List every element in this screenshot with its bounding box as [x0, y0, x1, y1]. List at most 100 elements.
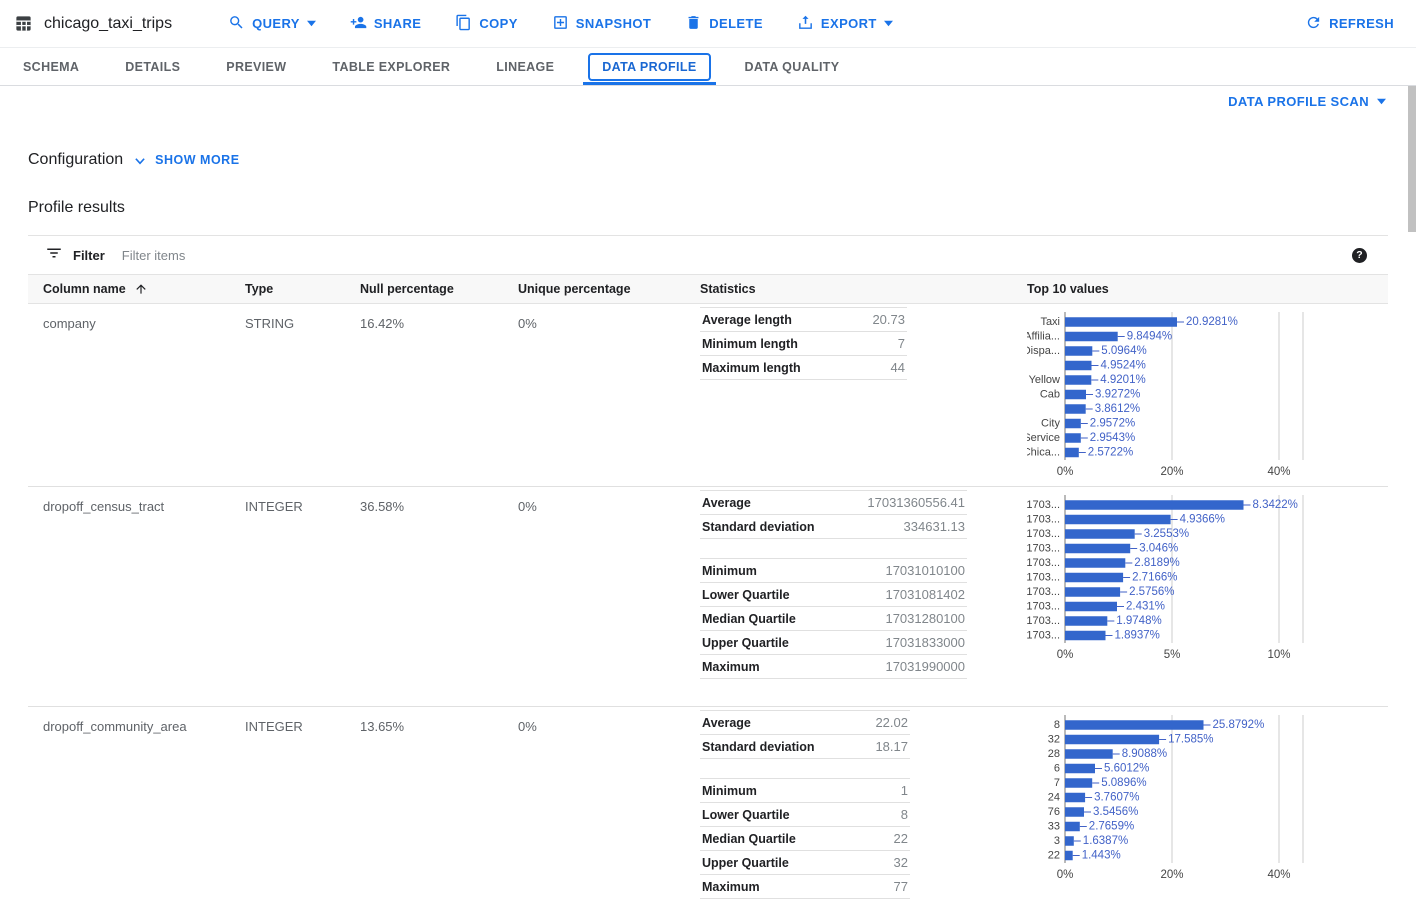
statistic-label: Median Quartile — [700, 826, 877, 851]
svg-text:2.8189%: 2.8189% — [1134, 557, 1179, 569]
statistic-value: 17031833000 — [842, 630, 967, 655]
data-profile-scan-button[interactable]: DATA PROFILE SCAN — [1228, 94, 1386, 109]
statistic-row: Median Quartile 17031280100 — [700, 606, 967, 631]
header-null-percentage: Null percentage — [360, 282, 454, 296]
refresh-button[interactable]: REFRESH — [1305, 14, 1394, 34]
statistic-row: Lower Quartile 17031081402 — [700, 582, 967, 607]
data-profile-panel: DATA PROFILE SCAN Configuration SHOW MOR… — [0, 86, 1416, 900]
svg-text:0%: 0% — [1057, 466, 1074, 478]
svg-text:5%: 5% — [1164, 649, 1181, 661]
tab-preview[interactable]: PREVIEW — [203, 48, 309, 85]
scrollbar-thumb[interactable] — [1408, 86, 1416, 232]
toolbar-button-label: QUERY — [252, 16, 300, 31]
statistics-table: Average length 20.73 Minimum length 7 Maximu… — [700, 307, 907, 380]
copy-icon — [455, 14, 472, 34]
cell-top-10-values: 25.8792% 8 17.585% 32 8.9088% 28 5.6012% 6 5.089… — [1027, 707, 1388, 900]
toolbar-button-label: EXPORT — [820, 16, 877, 31]
tab-lineage[interactable]: LINEAGE — [473, 48, 577, 85]
statistic-row: Minimum length 7 — [700, 331, 907, 356]
statistic-label: Standard deviation — [700, 514, 842, 539]
table-row-dropoff_community_area: dropoff_community_area INTEGER 13.65% 0% Ave… — [28, 707, 1388, 900]
svg-text:40%: 40% — [1267, 869, 1290, 881]
cell-null-percentage: 16.42% — [360, 316, 405, 331]
statistic-row: Maximum 17031990000 — [700, 654, 967, 679]
snapshot-button[interactable]: SNAPSHOT — [552, 14, 651, 34]
copy-button[interactable]: COPY — [455, 14, 517, 34]
tab-label: DETAILS — [125, 59, 181, 74]
table-header-row: Column name Type Null percentage Unique … — [28, 274, 1388, 304]
statistic-label: Lower Quartile — [700, 582, 843, 607]
cell-top-10-values: 20.9281% Taxi 9.8494% Affilia... 5.0964% Disp… — [1027, 304, 1388, 486]
sort-arrow-up-icon — [134, 282, 148, 296]
statistic-value: 77 — [876, 874, 910, 899]
query-button[interactable]: QUERY — [228, 14, 316, 34]
svg-text:32: 32 — [1048, 734, 1060, 746]
filter-input[interactable] — [121, 247, 362, 263]
filter-bar: Filter ? — [28, 236, 1388, 274]
svg-text:Chica...: Chica... — [1027, 447, 1060, 459]
person-add-icon — [350, 14, 367, 34]
statistic-row: Median Quartile 22 — [700, 826, 910, 851]
statistic-label: Maximum — [700, 654, 843, 679]
table-row-dropoff_census_tract: dropoff_census_tract INTEGER 36.58% 0% Avera… — [28, 487, 1388, 707]
statistic-row: Maximum length 44 — [700, 355, 907, 380]
help-icon[interactable]: ? — [1352, 247, 1367, 263]
svg-text:Taxi: Taxi — [1040, 316, 1060, 328]
vertical-scrollbar — [1407, 86, 1416, 900]
chevron-down-icon[interactable] — [131, 152, 149, 170]
header-column-name[interactable]: Column name — [28, 282, 245, 296]
tab-label: TABLE EXPLORER — [332, 59, 451, 74]
table-tabs: SCHEMA DETAILS PREVIEW TABLE EXPLORER LINEAG… — [0, 48, 1416, 86]
svg-text:3.8612%: 3.8612% — [1095, 403, 1140, 415]
statistic-row: Standard deviation 18.17 — [700, 734, 910, 759]
tab-label: DATA PROFILE — [588, 52, 711, 81]
svg-text:10%: 10% — [1267, 649, 1290, 661]
svg-text:1703...: 1703... — [1027, 601, 1060, 613]
statistic-label: Maximum length — [700, 355, 852, 380]
header-unique-percentage: Unique percentage — [518, 282, 631, 296]
page-title: chicago_taxi_trips — [44, 14, 173, 32]
svg-text:4.9201%: 4.9201% — [1100, 374, 1145, 386]
statistic-label: Average — [700, 490, 842, 515]
cell-unique-percentage: 0% — [518, 719, 537, 734]
statistic-value: 334631.13 — [841, 514, 967, 539]
cell-top-10-values: 8.3422% 1703... 4.9366% 1703... 3.2553% 1703.… — [1027, 487, 1388, 706]
statistic-value: 8 — [876, 802, 910, 827]
tab-schema[interactable]: SCHEMA — [0, 48, 102, 85]
svg-text:20.9281%: 20.9281% — [1186, 316, 1238, 328]
svg-text:8.9088%: 8.9088% — [1122, 748, 1167, 760]
top-values-bar-chart: 25.8792% 8 17.585% 32 8.9088% 28 5.6012% 6 5.089… — [1048, 715, 1304, 881]
statistic-label: Minimum length — [700, 331, 852, 356]
svg-text:Service: Service — [1027, 432, 1060, 444]
statistic-row: Standard deviation 334631.13 — [700, 514, 967, 539]
statistic-label: Average — [700, 710, 860, 735]
show-more-button[interactable]: SHOW MORE — [155, 153, 240, 167]
tab-details[interactable]: DETAILS — [102, 48, 203, 85]
statistic-value: 17031081402 — [842, 582, 967, 607]
svg-text:4.9524%: 4.9524% — [1101, 360, 1146, 372]
statistic-row: Minimum 1 — [700, 778, 910, 803]
delete-button[interactable]: DELETE — [685, 14, 763, 34]
statistic-label: Upper Quartile — [700, 630, 843, 655]
toolbar-button-label: SNAPSHOT — [575, 16, 652, 31]
svg-text:2.5722%: 2.5722% — [1088, 447, 1133, 459]
profile-results-title: Profile results — [28, 199, 125, 216]
svg-text:1703...: 1703... — [1027, 586, 1060, 598]
svg-text:5.6012%: 5.6012% — [1104, 763, 1149, 775]
svg-text:2.5756%: 2.5756% — [1129, 586, 1174, 598]
tab-data-profile[interactable]: DATA PROFILE — [577, 48, 721, 85]
svg-text:1.9748%: 1.9748% — [1116, 615, 1161, 627]
cell-type: STRING — [245, 316, 295, 331]
tab-data-quality[interactable]: DATA QUALITY — [722, 48, 863, 85]
share-button[interactable]: SHARE — [350, 14, 422, 34]
statistic-value: 7 — [851, 331, 907, 356]
statistic-value: 1 — [876, 778, 910, 803]
tab-table-explorer[interactable]: TABLE EXPLORER — [309, 48, 473, 85]
header-statistics: Statistics — [700, 282, 756, 296]
tab-label: SCHEMA — [23, 59, 80, 74]
scan-row: DATA PROFILE SCAN — [0, 86, 1416, 109]
statistic-label: Lower Quartile — [700, 802, 877, 827]
svg-text:3.9272%: 3.9272% — [1095, 389, 1140, 401]
svg-text:2.9543%: 2.9543% — [1090, 432, 1135, 444]
export-button[interactable]: EXPORT — [797, 14, 893, 34]
